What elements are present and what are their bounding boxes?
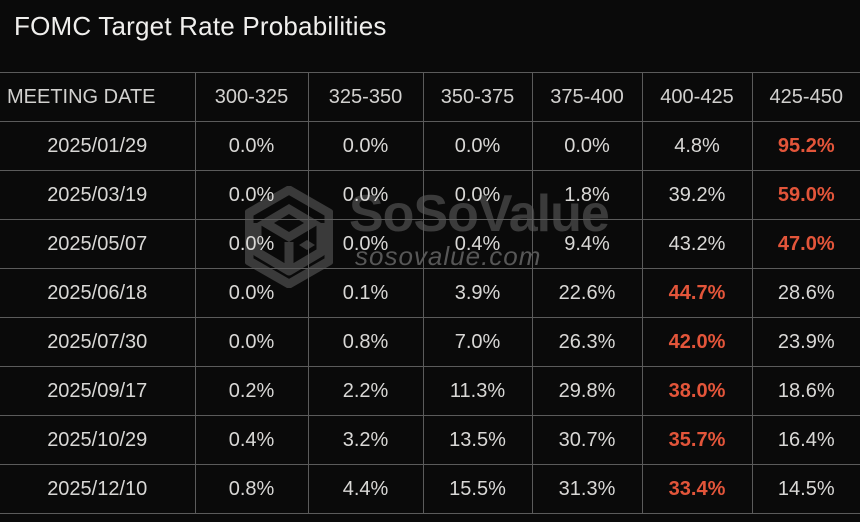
probability-cell: 29.8% bbox=[531, 366, 643, 416]
probability-cell: 2.2% bbox=[307, 366, 424, 416]
probability-cell-highlighted: 33.4% bbox=[641, 464, 753, 514]
probability-cell: 0.0% bbox=[194, 268, 309, 318]
title-bar: FOMC Target Rate Probabilities bbox=[0, 0, 860, 72]
probability-cell: 0.8% bbox=[194, 464, 309, 514]
probability-cell: 7.0% bbox=[422, 317, 533, 367]
probability-cell: 9.4% bbox=[531, 219, 643, 269]
meeting-date-column-header: MEETING DATE bbox=[0, 72, 196, 122]
probability-cell: 39.2% bbox=[641, 170, 753, 220]
probability-cell: 23.9% bbox=[751, 317, 860, 367]
probability-cell: 4.8% bbox=[641, 121, 753, 171]
meeting-date-cell: 2025/01/29 bbox=[0, 121, 196, 171]
probability-cell: 4.4% bbox=[307, 464, 424, 514]
rate-bucket-column-header: 350-375 bbox=[422, 72, 533, 122]
probability-cell: 0.8% bbox=[307, 317, 424, 367]
probability-cell: 26.3% bbox=[531, 317, 643, 367]
meeting-date-cell: 2025/06/18 bbox=[0, 268, 196, 318]
probability-cell: 0.2% bbox=[194, 366, 309, 416]
probability-cell: 31.3% bbox=[531, 464, 643, 514]
table-row: 2025/09/17 0.2% 2.2% 11.3% 29.8% 38.0% 18.6% bbox=[0, 366, 860, 416]
table-body: 2025/01/29 0.0% 0.0% 0.0% 0.0% 4.8% 95.2% 2025/… bbox=[0, 121, 860, 514]
probability-cell-highlighted: 42.0% bbox=[641, 317, 753, 367]
table-row: 2025/10/29 0.4% 3.2% 13.5% 30.7% 35.7% 16.4% bbox=[0, 415, 860, 465]
probability-cell: 3.9% bbox=[422, 268, 533, 318]
meeting-date-cell: 2025/12/10 bbox=[0, 464, 196, 514]
probability-cell: 0.0% bbox=[307, 170, 424, 220]
probability-cell: 0.0% bbox=[422, 121, 533, 171]
table-row: 2025/05/07 0.0% 0.0% 0.4% 9.4% 43.2% 47.0% bbox=[0, 219, 860, 269]
header-row: MEETING DATE 300-325 325-350 350-375 375-400… bbox=[0, 72, 860, 122]
probability-cell-highlighted: 59.0% bbox=[751, 170, 860, 220]
probability-cell-highlighted: 47.0% bbox=[751, 219, 860, 269]
rate-bucket-column-header: 375-400 bbox=[531, 72, 643, 122]
probability-cell: 13.5% bbox=[422, 415, 533, 465]
probability-cell: 18.6% bbox=[751, 366, 860, 416]
probability-cell: 14.5% bbox=[751, 464, 860, 514]
table-row: 2025/01/29 0.0% 0.0% 0.0% 0.0% 4.8% 95.2% bbox=[0, 121, 860, 171]
rate-bucket-column-header: 300-325 bbox=[194, 72, 309, 122]
rate-bucket-column-header: 425-450 bbox=[751, 72, 860, 122]
table-row: 2025/07/30 0.0% 0.8% 7.0% 26.3% 42.0% 23.9% bbox=[0, 317, 860, 367]
probability-cell: 15.5% bbox=[422, 464, 533, 514]
rate-bucket-column-header: 325-350 bbox=[307, 72, 424, 122]
meeting-date-cell: 2025/09/17 bbox=[0, 366, 196, 416]
probability-cell: 0.4% bbox=[422, 219, 533, 269]
probability-cell: 0.0% bbox=[307, 219, 424, 269]
probability-cell: 22.6% bbox=[531, 268, 643, 318]
probability-cell: 0.0% bbox=[194, 317, 309, 367]
meeting-date-cell: 2025/05/07 bbox=[0, 219, 196, 269]
probability-cell: 0.0% bbox=[531, 121, 643, 171]
probability-cell: 0.0% bbox=[307, 121, 424, 171]
probability-table: MEETING DATE 300-325 325-350 350-375 375-400… bbox=[0, 72, 860, 514]
probability-cell: 0.0% bbox=[194, 121, 309, 171]
probability-cell-highlighted: 35.7% bbox=[641, 415, 753, 465]
probability-cell: 43.2% bbox=[641, 219, 753, 269]
probability-cell: 16.4% bbox=[751, 415, 860, 465]
probability-cell: 28.6% bbox=[751, 268, 860, 318]
probability-cell: 0.4% bbox=[194, 415, 309, 465]
meeting-date-cell: 2025/03/19 bbox=[0, 170, 196, 220]
meeting-date-cell: 2025/10/29 bbox=[0, 415, 196, 465]
table-row: 2025/06/18 0.0% 0.1% 3.9% 22.6% 44.7% 28.6% bbox=[0, 268, 860, 318]
table-row: 2025/03/19 0.0% 0.0% 0.0% 1.8% 39.2% 59.0% bbox=[0, 170, 860, 220]
probability-cell-highlighted: 95.2% bbox=[751, 121, 860, 171]
probability-cell: 0.0% bbox=[194, 219, 309, 269]
probability-cell: 30.7% bbox=[531, 415, 643, 465]
probability-cell: 0.1% bbox=[307, 268, 424, 318]
probability-cell-highlighted: 44.7% bbox=[641, 268, 753, 318]
probability-cell: 11.3% bbox=[422, 366, 533, 416]
rate-bucket-column-header: 400-425 bbox=[641, 72, 753, 122]
probability-cell: 3.2% bbox=[307, 415, 424, 465]
probability-cell: 0.0% bbox=[422, 170, 533, 220]
probability-cell: 0.0% bbox=[194, 170, 309, 220]
probability-cell-highlighted: 38.0% bbox=[641, 366, 753, 416]
meeting-date-cell: 2025/07/30 bbox=[0, 317, 196, 367]
probability-cell: 1.8% bbox=[531, 170, 643, 220]
table-row: 2025/12/10 0.8% 4.4% 15.5% 31.3% 33.4% 14.5% bbox=[0, 464, 860, 514]
page-title: FOMC Target Rate Probabilities bbox=[14, 11, 387, 41]
